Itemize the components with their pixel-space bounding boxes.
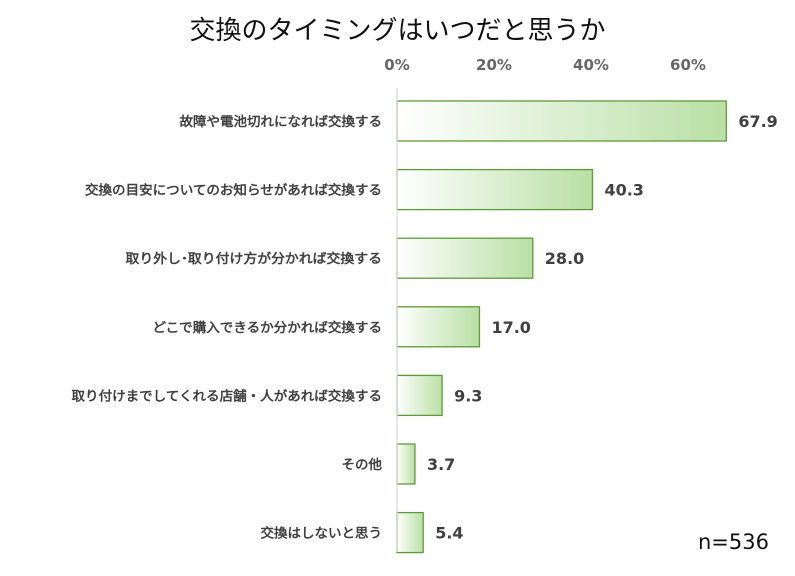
data-label: 40.3 [604,181,643,200]
x-tick-label: 60% [670,56,706,74]
x-tick-label: 0% [384,56,409,74]
x-tick-label: 20% [476,56,512,74]
category-label: 取り付けまでしてくれる店舗・人があれば交換する [72,388,383,404]
category-label: 交換の目安についてのお知らせがあれば交換する [85,183,382,199]
chart-title: 交換のタイミングはいつだと思うか [189,16,606,46]
category-label: その他 [342,457,383,473]
category-label: どこで購入できるか分かれば交換する [153,320,383,336]
bar [396,374,443,417]
category-label: 交換はしないと思う [261,526,383,542]
data-label: 28.0 [545,249,584,268]
bar [396,306,481,348]
bar [396,100,727,142]
data-label: 9.3 [454,386,482,405]
bar [396,511,424,554]
bar [396,168,594,211]
data-label: 3.7 [427,455,455,474]
data-label: 5.4 [435,524,463,543]
bar [396,443,416,485]
category-label: 取り外し･取り付け方が分かれば交換する [126,251,383,267]
category-label: 故障や電池切れになれば交換する [180,114,383,130]
data-label: 67.9 [738,112,777,131]
sample-size-note: n=536 [698,530,769,554]
data-label: 17.0 [491,318,530,337]
x-tick-label: 40% [573,56,609,74]
bar [396,237,534,279]
